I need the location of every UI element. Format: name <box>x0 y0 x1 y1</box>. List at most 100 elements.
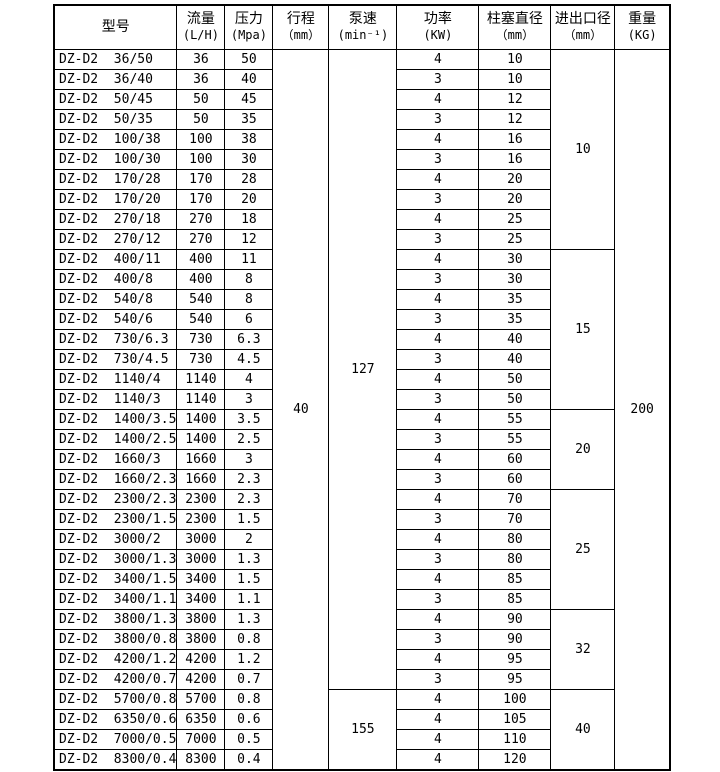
power-cell: 3 <box>396 548 480 570</box>
col-header-title: 压力 <box>234 11 263 28</box>
model-cell: DZ-D2 7000/0.5 <box>53 728 178 750</box>
power-cell: 4 <box>396 208 480 230</box>
flow-cell: 540 <box>176 288 226 310</box>
port-diameter-cell: 25 <box>550 488 616 610</box>
pressure-cell: 6 <box>224 308 274 330</box>
model-cell: DZ-D2 2300/1.5 <box>53 508 178 530</box>
table-row: DZ-D2 36/50 36 50 40 127 4 10 10 200 <box>53 48 671 770</box>
port-diameter-cell: 20 <box>550 408 616 490</box>
model-cell: DZ-D2 730/4.5 <box>53 348 178 370</box>
power-cell: 4 <box>396 48 480 70</box>
table-row: DZ-D2 730/6.3 730 6.3 4 40 <box>53 328 670 350</box>
plunger-diameter-cell: 70 <box>478 508 552 530</box>
model-cell: DZ-D2 6350/0.6 <box>53 708 178 730</box>
pressure-cell: 1.5 <box>224 568 274 590</box>
plunger-diameter-cell: 30 <box>478 268 552 290</box>
pressure-cell: 3 <box>224 448 274 470</box>
flow-cell: 5700 <box>176 688 226 710</box>
model-cell: DZ-D2 270/18 <box>53 208 178 230</box>
table-row: DZ-D2 540/8 540 8 4 35 <box>53 288 670 310</box>
flow-cell: 730 <box>176 348 226 370</box>
plunger-diameter-cell: 110 <box>478 728 552 750</box>
plunger-diameter-cell: 12 <box>478 108 552 130</box>
power-cell: 4 <box>396 488 480 510</box>
plunger-diameter-cell: 20 <box>478 188 552 210</box>
table-row: DZ-D2 1660/3 1660 3 4 60 <box>53 448 670 470</box>
plunger-diameter-cell: 50 <box>478 388 552 410</box>
pressure-cell: 45 <box>224 88 274 110</box>
stroke-cell: 40 <box>272 48 330 770</box>
plunger-diameter-cell: 55 <box>478 428 552 450</box>
power-cell: 4 <box>396 448 480 470</box>
pressure-cell: 1.3 <box>224 548 274 570</box>
flow-cell: 50 <box>176 88 226 110</box>
pressure-cell: 0.8 <box>224 688 274 710</box>
power-cell: 3 <box>396 508 480 530</box>
pressure-cell: 38 <box>224 128 274 150</box>
power-cell: 4 <box>396 568 480 590</box>
model-cell: DZ-D2 1400/3.5 <box>53 408 178 430</box>
flow-cell: 730 <box>176 328 226 350</box>
model-cell: DZ-D2 2300/2.3 <box>53 488 178 510</box>
pressure-cell: 4.5 <box>224 348 274 370</box>
col-header-model: 型号 <box>53 4 178 50</box>
pressure-cell: 0.4 <box>224 748 274 770</box>
col-header-title: 流量 <box>186 11 215 28</box>
flow-cell: 3800 <box>176 628 226 650</box>
flow-cell: 4200 <box>176 668 226 690</box>
col-header-title: 功率 <box>423 11 452 28</box>
plunger-diameter-cell: 10 <box>478 68 552 90</box>
flow-cell: 270 <box>176 208 226 230</box>
plunger-diameter-cell: 25 <box>478 208 552 230</box>
plunger-diameter-cell: 16 <box>478 148 552 170</box>
table-row: DZ-D2 3000/1.3 3000 1.3 3 80 <box>53 548 670 570</box>
plunger-diameter-cell: 40 <box>478 328 552 350</box>
table-row: DZ-D2 3400/1.1 3400 1.1 3 85 <box>53 588 670 610</box>
table-row: DZ-D2 400/8 400 8 3 30 <box>53 268 670 290</box>
col-header-unit: （mm） <box>281 28 321 43</box>
pressure-cell: 8 <box>224 288 274 310</box>
pressure-cell: 18 <box>224 208 274 230</box>
model-cell: DZ-D2 100/30 <box>53 148 178 170</box>
flow-cell: 270 <box>176 228 226 250</box>
table-row: DZ-D2 270/18 270 18 4 25 <box>53 208 670 230</box>
pressure-cell: 0.6 <box>224 708 274 730</box>
pressure-cell: 1.3 <box>224 608 274 630</box>
flow-cell: 3800 <box>176 608 226 630</box>
col-header-pump-speed: 泵速 (min⁻¹) <box>328 4 398 50</box>
power-cell: 4 <box>396 288 480 310</box>
port-diameter-cell: 40 <box>550 688 616 770</box>
table-row: DZ-D2 1400/3.5 1400 3.5 4 55 20 <box>53 408 670 490</box>
col-header-unit: （mm） <box>495 28 535 43</box>
flow-cell: 36 <box>176 48 226 70</box>
col-header-title: 重量 <box>628 11 657 28</box>
pressure-cell: 50 <box>224 48 274 70</box>
flow-cell: 6350 <box>176 708 226 730</box>
table-row: DZ-D2 5700/0.8 5700 0.8 155 4 100 40 <box>53 688 670 770</box>
plunger-diameter-cell: 40 <box>478 348 552 370</box>
col-header-unit: (min⁻¹) <box>337 28 389 43</box>
flow-cell: 2300 <box>176 508 226 530</box>
table-row: DZ-D2 3800/1.3 3800 1.3 4 90 32 <box>53 608 670 690</box>
table-header: 型号 流量 (L/H) 压力 (Mpa) 行程 （mm） 泵速 (min⁻¹) 功率 (KW) 柱塞直… <box>53 4 671 50</box>
model-cell: DZ-D2 3400/1.1 <box>53 588 178 610</box>
flow-cell: 3400 <box>176 568 226 590</box>
col-header-stroke: 行程 （mm） <box>272 4 330 50</box>
pump-speed-cell: 127 <box>328 48 398 690</box>
model-cell: DZ-D2 3800/1.3 <box>53 608 178 630</box>
power-cell: 3 <box>396 468 480 490</box>
col-header-port-diameter: 进出口径 （mm） <box>550 4 616 50</box>
table-row: DZ-D2 730/4.5 730 4.5 3 40 <box>53 348 670 370</box>
pressure-cell: 3.5 <box>224 408 274 430</box>
pressure-cell: 1.2 <box>224 648 274 670</box>
plunger-diameter-cell: 50 <box>478 368 552 390</box>
model-cell: DZ-D2 4200/0.7 <box>53 668 178 690</box>
flow-cell: 1140 <box>176 388 226 410</box>
model-cell: DZ-D2 540/8 <box>53 288 178 310</box>
table-row: DZ-D2 8300/0.4 8300 0.4 4 120 <box>53 748 670 770</box>
flow-cell: 400 <box>176 268 226 290</box>
pressure-cell: 2 <box>224 528 274 550</box>
col-header-unit: （mm） <box>563 28 603 43</box>
col-header-unit: (Mpa) <box>230 28 267 43</box>
power-cell: 4 <box>396 708 480 730</box>
